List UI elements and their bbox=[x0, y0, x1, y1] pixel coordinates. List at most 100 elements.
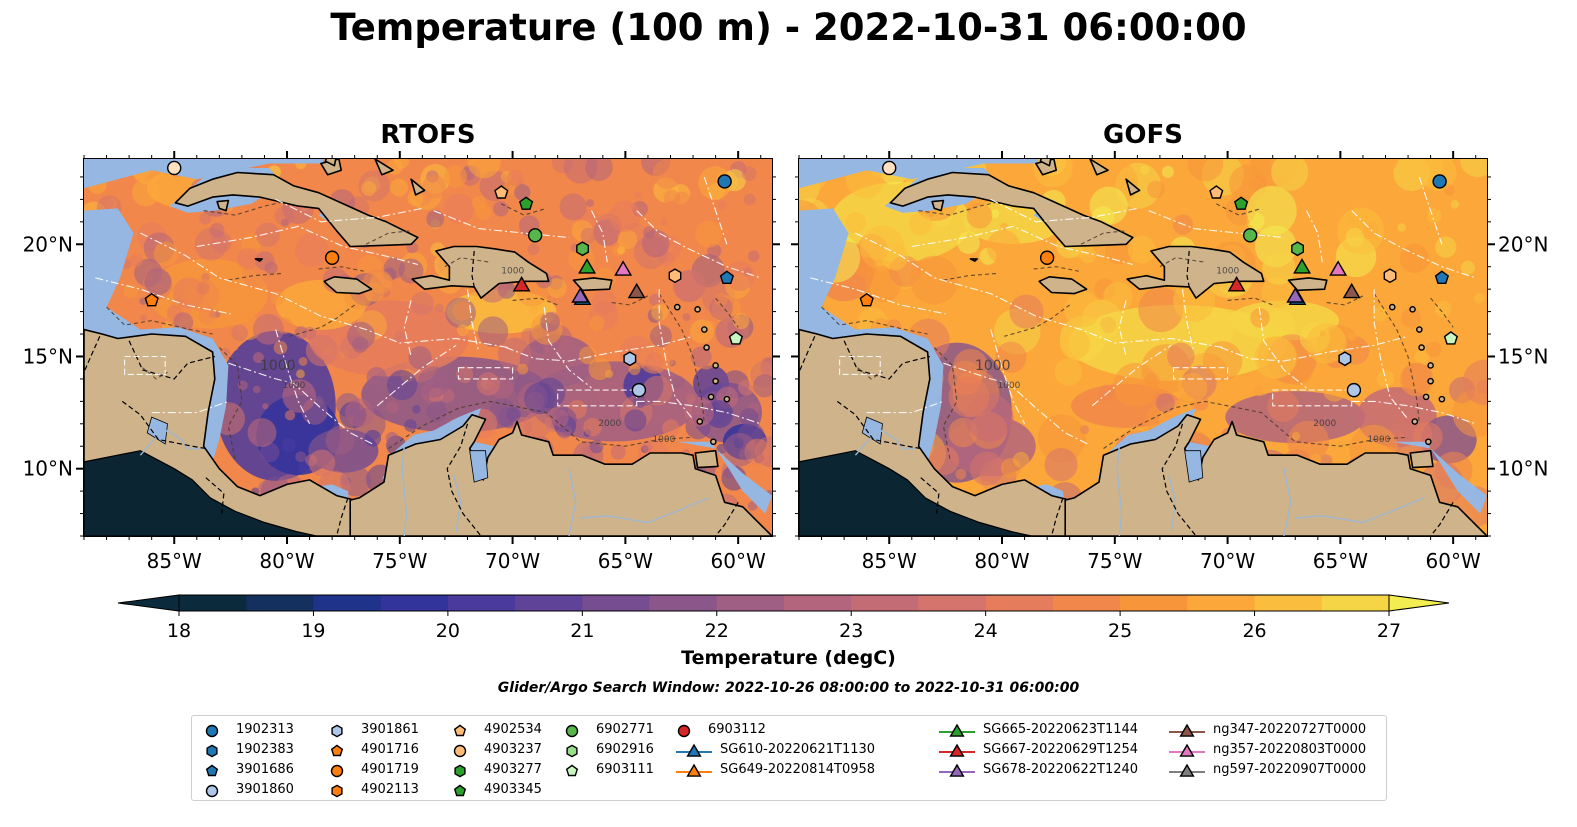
isobath-label: 2000 bbox=[1313, 419, 1336, 429]
panel-title-gofs: GOFS bbox=[1103, 120, 1183, 150]
colorbar-segment bbox=[313, 595, 382, 611]
observation-marker bbox=[167, 160, 182, 176]
legend-marker-icon bbox=[566, 744, 578, 758]
colorbar-tick-label: 21 bbox=[570, 620, 595, 642]
legend-label: 4902113 bbox=[361, 782, 419, 797]
colorbar-segment bbox=[716, 595, 785, 611]
eez-boundaries bbox=[810, 176, 1476, 445]
legend-marker-icon bbox=[939, 723, 975, 737]
longitude-tick-label: 60°W bbox=[711, 549, 766, 573]
legend-label: SG667-20220629T1254 bbox=[983, 742, 1139, 757]
latitude-tick-label: 15°N bbox=[1498, 344, 1548, 368]
legend-label: SG610-20220621T1130 bbox=[720, 742, 876, 757]
legend-marker-icon bbox=[939, 743, 975, 757]
longitude-tick-label: 80°W bbox=[259, 549, 314, 573]
isobath-label: 1000 bbox=[652, 435, 675, 445]
colorbar-segment bbox=[447, 595, 516, 611]
legend-label: ng597-20220907T0000 bbox=[1213, 762, 1367, 777]
observation-marker bbox=[1293, 258, 1312, 274]
panel-title-rtofs: RTOFS bbox=[380, 120, 476, 150]
latitude-tick-label: 15°N bbox=[23, 344, 73, 368]
legend-marker-icon bbox=[205, 784, 219, 798]
longitude-tick-label: 65°W bbox=[598, 549, 653, 573]
observation-marker bbox=[1227, 275, 1246, 292]
colorbar-tick-label: 25 bbox=[1108, 620, 1133, 642]
isobath-label: 2000 bbox=[598, 419, 621, 429]
isobath-label: 1000 bbox=[1216, 266, 1239, 276]
isobath-label: 1000 bbox=[501, 266, 524, 276]
observation-marker bbox=[144, 292, 159, 307]
legend-marker-icon bbox=[1169, 763, 1205, 777]
colorbar-label: Temperature (degC) bbox=[681, 647, 896, 669]
legend-marker-icon bbox=[677, 724, 691, 738]
observation-marker bbox=[518, 196, 534, 210]
observation-marker bbox=[527, 228, 543, 243]
legend-label: 4903277 bbox=[484, 762, 542, 777]
legend-label: 6903111 bbox=[596, 762, 654, 777]
map-svg-rtofs: 1000 1000 2000 1000 1000 bbox=[84, 159, 772, 536]
colorbar-segment bbox=[179, 595, 247, 611]
observation-marker bbox=[571, 287, 590, 303]
observation-marker bbox=[576, 241, 589, 257]
latitude-tick-label: 20°N bbox=[1498, 232, 1548, 256]
legend-marker-icon bbox=[331, 724, 343, 738]
longitude-tick-label: 80°W bbox=[974, 549, 1029, 573]
legend-marker-icon bbox=[331, 784, 343, 798]
observation-marker bbox=[578, 258, 597, 274]
observation-marker bbox=[1233, 196, 1249, 210]
observation-marker bbox=[1432, 174, 1447, 189]
longitude-tick-label: 70°W bbox=[1200, 549, 1255, 573]
isobath-label: 1000 bbox=[260, 358, 296, 374]
isobath-label: 1000 bbox=[975, 358, 1011, 374]
observation-marker bbox=[1383, 268, 1397, 284]
observation-marker bbox=[1338, 351, 1352, 367]
longitude-tick-label: 65°W bbox=[1313, 549, 1368, 573]
legend-label: 3901860 bbox=[236, 782, 294, 797]
legend-marker-icon bbox=[1169, 723, 1205, 737]
isobath-label: 1000 bbox=[283, 381, 306, 391]
legend-marker-icon bbox=[206, 744, 218, 758]
map-panel-rtofs: 1000 1000 2000 1000 1000 bbox=[83, 158, 773, 537]
observation-marker bbox=[1346, 382, 1362, 398]
legend: 1902313 1902383 3901686 3901860 3901861 49017… bbox=[191, 715, 1387, 801]
legend-label: 4901716 bbox=[361, 742, 419, 757]
colorbar-segment bbox=[918, 595, 987, 611]
figure-title: Temperature (100 m) - 2022-10-31 06:00:0… bbox=[330, 6, 1247, 49]
observation-marker bbox=[631, 382, 647, 398]
colorbar-segment bbox=[784, 595, 852, 611]
legend-marker-icon bbox=[453, 744, 467, 758]
latitude-tick-label: 20°N bbox=[23, 232, 73, 256]
observation-marker bbox=[614, 260, 633, 276]
longitude-tick-label: 85°W bbox=[862, 549, 917, 573]
legend-marker-icon bbox=[939, 763, 975, 777]
legend-marker-icon bbox=[1169, 743, 1205, 757]
legend-marker-icon bbox=[454, 764, 466, 778]
observation-marker bbox=[627, 282, 646, 299]
observation-marker bbox=[1286, 287, 1305, 303]
observation-marker bbox=[1039, 250, 1055, 265]
legend-marker-icon bbox=[205, 724, 219, 738]
legend-label: SG678-20220622T1240 bbox=[983, 762, 1139, 777]
legend-marker-icon bbox=[565, 764, 579, 777]
longitude-tick-label: 70°W bbox=[485, 549, 540, 573]
observation-marker bbox=[1329, 260, 1348, 276]
legend-marker-icon bbox=[676, 763, 712, 777]
longitude-tick-label: 75°W bbox=[1087, 549, 1142, 573]
legend-marker-icon bbox=[330, 744, 344, 757]
observation-marker bbox=[1434, 270, 1450, 285]
observation-marker bbox=[1209, 185, 1224, 199]
observation-marker bbox=[1291, 241, 1304, 257]
colorbar-tick-label: 22 bbox=[704, 620, 729, 642]
colorbar-segment bbox=[582, 595, 651, 611]
colorbar-segment bbox=[1052, 595, 1121, 611]
observation-marker bbox=[719, 270, 735, 285]
legend-marker-icon bbox=[453, 724, 467, 737]
observation-marker bbox=[494, 185, 509, 199]
colorbar-tick-label: 27 bbox=[1376, 620, 1402, 642]
legend-label: 1902383 bbox=[236, 742, 294, 757]
legend-label: SG649-20220814T0958 bbox=[720, 762, 876, 777]
latitude-tick-label: 10°N bbox=[23, 457, 73, 481]
isobath-label: 1000 bbox=[998, 381, 1021, 391]
